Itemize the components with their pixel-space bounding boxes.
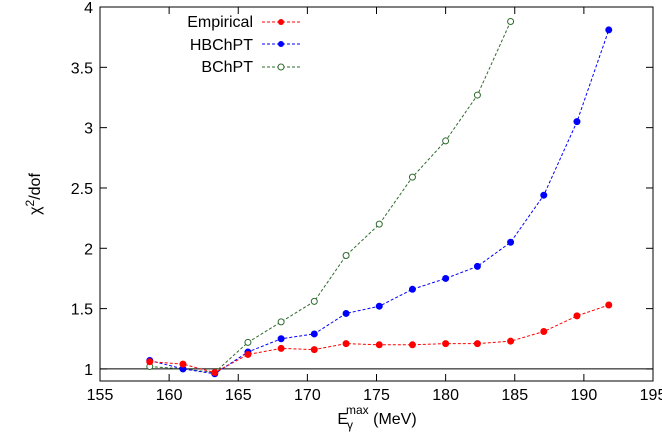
- x-axis-label: Eγmax (MeV): [337, 403, 416, 432]
- y-axis-label: χ2/dof: [23, 173, 44, 215]
- data-point-empirical: [507, 337, 515, 345]
- x-axis-label-unit: (MeV): [369, 411, 417, 428]
- x-axis-label-sub: γ: [347, 418, 353, 432]
- data-point-bchpt: [244, 338, 252, 346]
- y-tick-label: 1: [84, 362, 93, 379]
- data-point-bchpt: [375, 220, 383, 228]
- x-tick-label: 195: [640, 387, 662, 404]
- data-point-hbchpt: [375, 302, 383, 310]
- legend-entry-bchpt: BChPT: [201, 59, 301, 76]
- legend-label-bchpt: BChPT: [201, 59, 253, 76]
- series-hbchpt: [146, 26, 613, 378]
- data-point-hbchpt: [442, 274, 450, 282]
- series-line-empirical: [149, 304, 609, 374]
- x-tick-label: 155: [87, 387, 114, 404]
- data-point-empirical: [211, 369, 219, 377]
- data-point-empirical: [408, 341, 416, 349]
- x-tick-label: 190: [571, 387, 598, 404]
- plot-frame: [99, 6, 654, 382]
- data-point-hbchpt: [507, 238, 515, 246]
- x-axis-label-sup: max: [346, 403, 369, 417]
- x-tick-label: 180: [432, 387, 459, 404]
- axis-ticks: 155 160 165 170 175 180 185 190 195 1 1.5 2 2.5 3 3.5 4: [71, 0, 662, 404]
- legend-marker-bchpt: [277, 63, 285, 71]
- data-point-bchpt: [473, 91, 481, 99]
- data-point-empirical: [244, 350, 252, 358]
- y-tick-label: 3.5: [71, 60, 93, 77]
- data-point-hbchpt: [573, 118, 581, 126]
- x-tick-label: 160: [156, 387, 183, 404]
- y-tick-label: 1.5: [71, 302, 93, 319]
- legend: Empirical HBChPT BChPT: [187, 14, 301, 76]
- data-point-hbchpt: [342, 309, 350, 317]
- data-point-bchpt: [442, 137, 450, 145]
- legend-marker-empirical: [278, 19, 284, 25]
- legend-marker-hbchpt: [278, 41, 284, 47]
- y-tick-label: 2.5: [71, 181, 93, 198]
- data-point-hbchpt: [473, 262, 481, 270]
- y-axis-label-sup: 2: [23, 199, 37, 206]
- x-tick-label: 170: [294, 387, 321, 404]
- data-point-hbchpt: [310, 330, 318, 338]
- series-empirical: [146, 301, 613, 377]
- data-point-empirical: [310, 346, 318, 354]
- y-tick-label: 3: [84, 121, 93, 138]
- data-point-hbchpt: [540, 191, 548, 199]
- x-tick-label: 165: [225, 387, 252, 404]
- legend-entry-hbchpt: HBChPT: [190, 37, 301, 54]
- legend-label-empirical: Empirical: [187, 14, 253, 31]
- data-point-empirical: [605, 301, 613, 309]
- data-point-hbchpt: [408, 285, 416, 293]
- data-point-bchpt: [277, 318, 285, 326]
- data-point-empirical: [540, 328, 548, 336]
- y-axis-label-rest: /dof: [27, 173, 44, 200]
- data-point-bchpt: [507, 17, 515, 25]
- data-point-bchpt: [342, 252, 350, 260]
- data-point-empirical: [375, 341, 383, 349]
- legend-label-hbchpt: HBChPT: [190, 37, 253, 54]
- series-line-hbchpt: [149, 29, 610, 375]
- data-point-empirical: [473, 340, 481, 348]
- y-axis-label-base: χ: [27, 206, 44, 215]
- x-axis-label-base: E: [337, 411, 348, 428]
- data-point-empirical: [442, 340, 450, 348]
- data-point-hbchpt: [605, 26, 613, 34]
- legend-entry-empirical: Empirical: [187, 14, 301, 31]
- data-point-bchpt: [408, 173, 416, 181]
- x-tick-label: 175: [363, 387, 390, 404]
- data-point-empirical: [573, 312, 581, 320]
- data-point-empirical: [342, 340, 350, 348]
- data-point-hbchpt: [277, 335, 285, 343]
- data-point-empirical: [146, 358, 154, 366]
- data-point-bchpt: [310, 297, 318, 305]
- data-point-empirical: [179, 360, 187, 368]
- y-tick-label: 2: [84, 241, 93, 258]
- series-layer: [146, 17, 613, 378]
- x-tick-label: 185: [501, 387, 528, 404]
- series-line-bchpt: [149, 21, 512, 374]
- y-tick-label: 4: [84, 0, 93, 17]
- data-point-empirical: [277, 344, 285, 352]
